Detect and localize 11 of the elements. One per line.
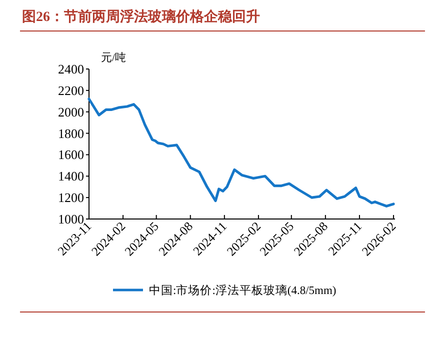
y-tick-label: 1200: [58, 190, 84, 206]
y-tick-label: 1000: [58, 212, 84, 226]
y-tick-label: 2000: [58, 104, 84, 120]
y-tick-label: 2400: [58, 62, 84, 76]
y-tick-label: 2200: [58, 82, 84, 98]
legend-label: 中国:市场价:浮法平板玻璃(4.8/5mm): [149, 283, 336, 297]
chart-title: 图26：节前两周浮法玻璃价格企稳回升: [22, 8, 260, 25]
y-tick-label: 1800: [58, 126, 84, 141]
y-tick-label: 1400: [58, 168, 84, 184]
y-tick-label: 1600: [58, 147, 84, 162]
y-axis-title: 元/吨: [101, 51, 126, 64]
